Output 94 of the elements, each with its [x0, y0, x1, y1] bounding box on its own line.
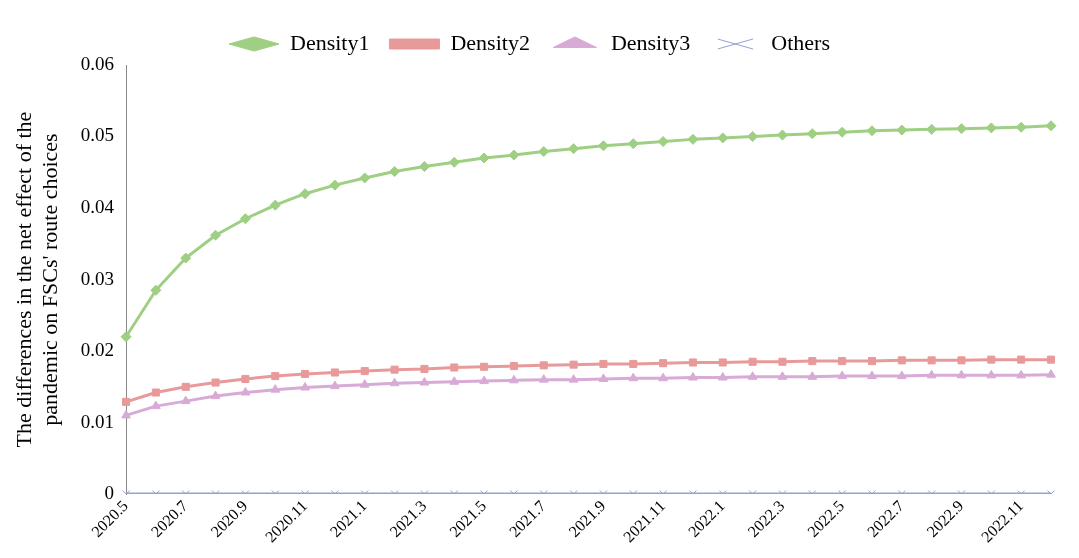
point	[539, 361, 548, 370]
point	[538, 374, 549, 383]
point	[807, 371, 818, 380]
point	[659, 359, 668, 368]
point	[240, 387, 251, 396]
point	[151, 400, 161, 410]
point	[389, 166, 401, 178]
point	[778, 357, 787, 366]
point	[957, 356, 966, 365]
point	[748, 357, 757, 366]
point	[269, 199, 281, 211]
y-tick-label: 0.02	[80, 339, 115, 361]
point	[150, 284, 162, 296]
y-tick-label: 0.06	[80, 52, 115, 74]
point	[301, 369, 310, 378]
point	[986, 369, 997, 379]
point	[777, 371, 788, 380]
point	[1016, 369, 1026, 379]
point	[568, 143, 580, 155]
point	[121, 409, 131, 419]
point	[180, 395, 191, 405]
legend-label: Density2	[450, 29, 530, 55]
point	[480, 362, 489, 371]
point	[181, 382, 190, 391]
point	[627, 138, 639, 150]
point	[239, 213, 251, 225]
point	[151, 388, 160, 397]
point	[658, 372, 668, 382]
point	[210, 390, 221, 400]
point	[718, 358, 727, 367]
point	[568, 374, 579, 383]
point	[569, 360, 578, 369]
point	[688, 358, 697, 367]
point	[867, 357, 877, 366]
y-tick-label: 0.03	[80, 267, 115, 289]
point	[628, 372, 639, 382]
point	[389, 377, 400, 387]
y-tick-label: 0.05	[80, 124, 115, 146]
point	[359, 172, 371, 184]
legend-label: Others	[771, 29, 830, 55]
point	[211, 378, 220, 387]
point	[122, 397, 131, 406]
point	[1046, 355, 1056, 364]
point	[509, 362, 518, 371]
point	[987, 355, 996, 364]
point	[271, 372, 280, 381]
point	[120, 331, 132, 343]
point	[180, 252, 192, 264]
point	[448, 156, 460, 168]
point	[1045, 120, 1057, 132]
point	[927, 356, 936, 365]
point	[956, 369, 967, 379]
point	[329, 179, 341, 191]
point	[837, 370, 847, 380]
point	[478, 152, 490, 164]
point	[420, 364, 429, 373]
point	[450, 363, 459, 372]
point	[687, 133, 699, 145]
point	[1017, 355, 1026, 364]
point	[360, 367, 369, 376]
point	[449, 376, 460, 385]
point	[479, 375, 489, 385]
point	[867, 370, 877, 380]
y-axis-title: The differences in the net effect of the pandemic on FSCs' route choices	[10, 111, 63, 448]
point	[717, 372, 728, 381]
legend-label: Density1	[290, 29, 370, 55]
point	[419, 377, 430, 386]
point	[1046, 369, 1056, 378]
point	[509, 374, 519, 384]
point	[838, 357, 847, 366]
point	[330, 368, 339, 377]
point	[896, 370, 907, 380]
point	[657, 136, 669, 148]
point	[629, 359, 638, 368]
point	[300, 382, 310, 391]
point	[270, 384, 281, 393]
point	[897, 356, 906, 365]
y-tick-label: 0.01	[80, 410, 115, 432]
point	[599, 359, 608, 368]
point	[747, 371, 758, 380]
point	[598, 373, 609, 382]
point	[359, 379, 370, 388]
point	[808, 357, 817, 366]
legend-label: Density3	[610, 29, 691, 55]
point	[330, 380, 340, 390]
point	[210, 229, 222, 241]
point	[390, 365, 399, 374]
point	[688, 372, 698, 381]
point	[241, 374, 250, 383]
y-tick-label: 0.04	[80, 196, 115, 218]
point	[926, 369, 937, 379]
point	[299, 188, 311, 200]
point	[538, 146, 550, 158]
y-tick-label: 0	[104, 482, 115, 504]
